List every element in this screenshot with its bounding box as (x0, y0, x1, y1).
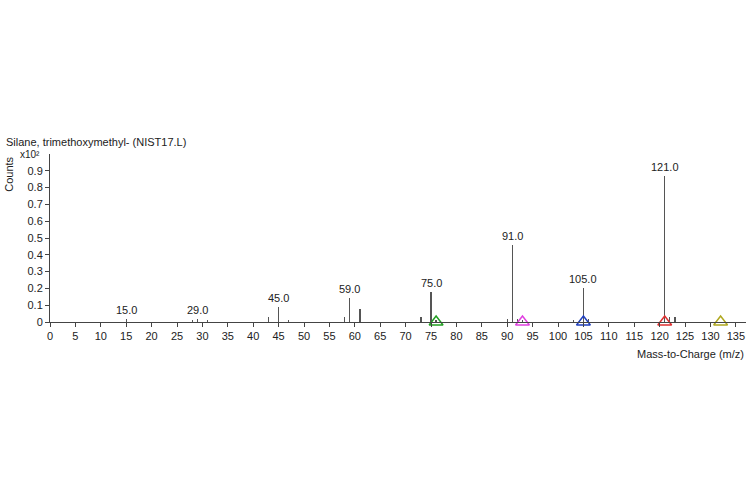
svg-text:10: 10 (95, 330, 107, 342)
svg-text:80: 80 (450, 330, 462, 342)
svg-text:120: 120 (650, 330, 668, 342)
svg-text:20: 20 (145, 330, 157, 342)
svg-text:40: 40 (247, 330, 259, 342)
svg-text:91.0: 91.0 (502, 230, 523, 242)
svg-text:59.0: 59.0 (339, 283, 360, 295)
svg-text:0: 0 (37, 316, 43, 328)
svg-text:125: 125 (676, 330, 694, 342)
svg-text:30: 30 (196, 330, 208, 342)
svg-text:65: 65 (374, 330, 386, 342)
svg-text:15.0: 15.0 (116, 304, 137, 316)
svg-text:15: 15 (120, 330, 132, 342)
svg-text:130: 130 (701, 330, 719, 342)
svg-text:0.9: 0.9 (28, 165, 43, 177)
svg-text:50: 50 (298, 330, 310, 342)
svg-text:115: 115 (625, 330, 643, 342)
svg-text:5: 5 (72, 330, 78, 342)
svg-text:35: 35 (222, 330, 234, 342)
svg-text:Counts: Counts (3, 156, 15, 191)
svg-text:25: 25 (171, 330, 183, 342)
svg-text:75: 75 (425, 330, 437, 342)
svg-text:105: 105 (574, 330, 592, 342)
svg-text:0.1: 0.1 (28, 299, 43, 311)
svg-text:95: 95 (527, 330, 539, 342)
svg-text:135: 135 (727, 330, 745, 342)
svg-text:Silane, trimethoxymethyl- (NIS: Silane, trimethoxymethyl- (NIST17.L) (6, 136, 186, 148)
svg-text:75.0: 75.0 (421, 277, 442, 289)
svg-text:0: 0 (47, 330, 53, 342)
svg-text:70: 70 (399, 330, 411, 342)
svg-text:0.5: 0.5 (28, 232, 43, 244)
svg-text:29.0: 29.0 (187, 304, 208, 316)
svg-text:0.3: 0.3 (28, 265, 43, 277)
svg-text:0.8: 0.8 (28, 181, 43, 193)
svg-text:90: 90 (501, 330, 513, 342)
svg-text:100: 100 (549, 330, 567, 342)
svg-text:0.7: 0.7 (28, 198, 43, 210)
svg-text:45: 45 (272, 330, 284, 342)
svg-text:x10²: x10² (20, 149, 40, 160)
svg-text:Mass-to-Charge (m/z): Mass-to-Charge (m/z) (637, 348, 744, 360)
svg-text:85: 85 (476, 330, 488, 342)
svg-text:105.0: 105.0 (569, 273, 597, 285)
svg-text:110: 110 (600, 330, 618, 342)
svg-text:0.2: 0.2 (28, 282, 43, 294)
svg-text:0.4: 0.4 (28, 249, 43, 261)
svg-text:55: 55 (323, 330, 335, 342)
svg-text:45.0: 45.0 (268, 292, 289, 304)
svg-text:0.6: 0.6 (28, 215, 43, 227)
svg-text:121.0: 121.0 (651, 161, 679, 173)
svg-text:60: 60 (349, 330, 361, 342)
